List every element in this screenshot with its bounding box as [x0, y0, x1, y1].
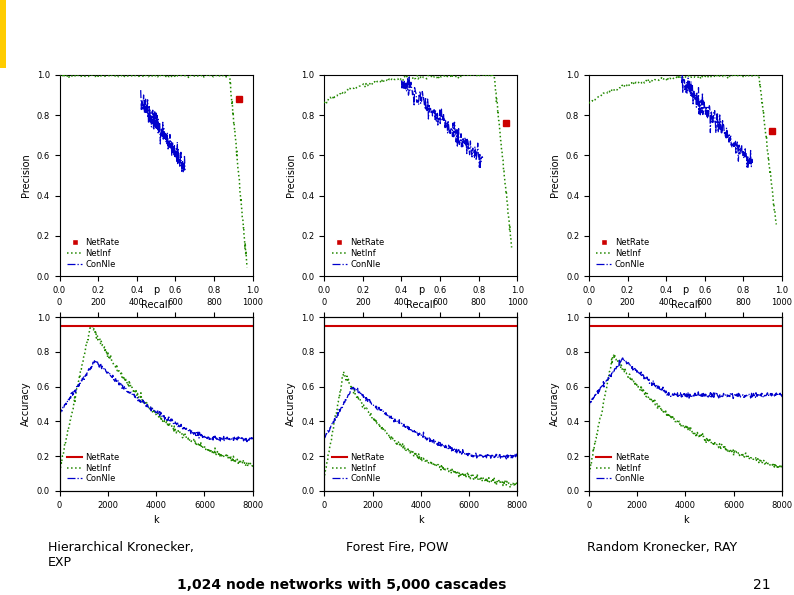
Legend: NetRate, NetInf, ConNle: NetRate, NetInf, ConNle [593, 450, 653, 487]
Text: 1,024 node networks with 5,000 cascades: 1,024 node networks with 5,000 cascades [177, 578, 506, 592]
Legend: NetRate, NetInf, ConNle: NetRate, NetInf, ConNle [593, 235, 653, 272]
Text: Forest Fire, POW: Forest Fire, POW [346, 541, 448, 555]
Text: Synthetic Networks: connectivity: Synthetic Networks: connectivity [14, 20, 535, 48]
Text: 21: 21 [753, 578, 770, 592]
Y-axis label: Precision: Precision [286, 154, 295, 198]
X-axis label: Recall: Recall [407, 300, 435, 311]
Y-axis label: Accuracy: Accuracy [21, 381, 31, 426]
Y-axis label: Precision: Precision [550, 154, 561, 198]
Legend: NetRate, NetInf, ConNle: NetRate, NetInf, ConNle [64, 235, 123, 272]
X-axis label: k: k [683, 515, 688, 525]
X-axis label: p: p [153, 285, 160, 295]
X-axis label: k: k [153, 515, 159, 525]
Text: Random Kronecker, RAY: Random Kronecker, RAY [587, 541, 737, 555]
Bar [0, 0, 6, 68]
Y-axis label: Precision: Precision [21, 154, 31, 198]
X-axis label: Recall: Recall [141, 300, 171, 311]
Legend: NetRate, NetInf, ConNle: NetRate, NetInf, ConNle [329, 235, 387, 272]
Legend: NetRate, NetInf, ConNle: NetRate, NetInf, ConNle [64, 450, 123, 487]
X-axis label: p: p [418, 285, 424, 295]
Legend: NetRate, NetInf, ConNle: NetRate, NetInf, ConNle [329, 450, 387, 487]
Y-axis label: Accuracy: Accuracy [550, 381, 561, 426]
X-axis label: k: k [418, 515, 424, 525]
X-axis label: p: p [682, 285, 688, 295]
X-axis label: Recall: Recall [671, 300, 700, 311]
Y-axis label: Accuracy: Accuracy [286, 381, 295, 426]
Text: Hierarchical Kronecker,
EXP: Hierarchical Kronecker, EXP [48, 541, 194, 569]
